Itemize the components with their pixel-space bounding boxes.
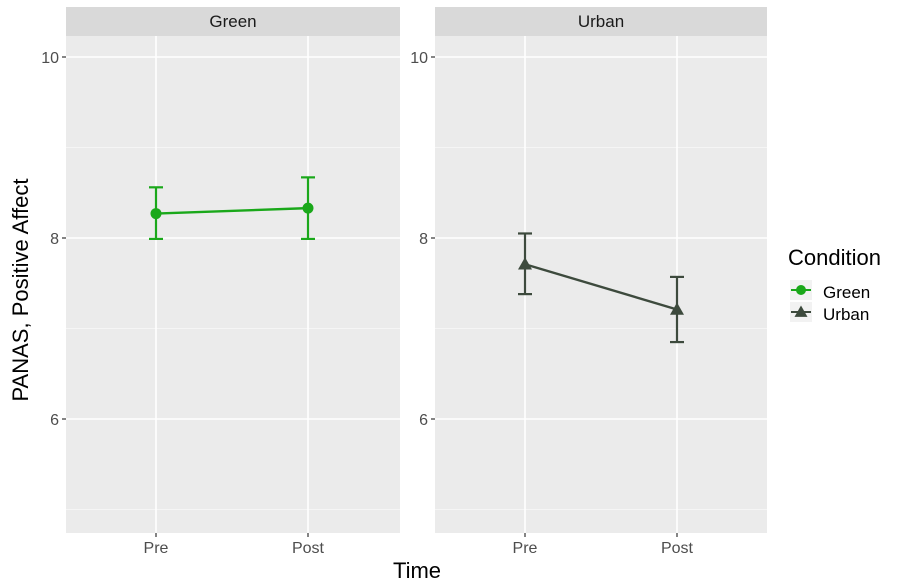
legend: Condition Green Urban — [788, 245, 881, 324]
x-tick-label: Post — [292, 540, 325, 557]
strip-urban-background — [435, 7, 767, 36]
legend-key-urban — [790, 302, 812, 322]
plot-area-urban — [435, 36, 767, 533]
y-tick-label: 8 — [50, 231, 59, 248]
x-tick-label: Post — [661, 540, 694, 557]
panel-urban: Urban — [435, 7, 767, 533]
y-axis-ticks: 6 8 10 6 8 10 — [41, 50, 435, 429]
x-tick-label: Pre — [144, 540, 169, 557]
y-tick-label: 10 — [41, 50, 59, 67]
y-tick-label: 10 — [410, 50, 428, 67]
legend-label-urban: Urban — [823, 305, 869, 324]
strip-green-background — [66, 7, 400, 36]
strip-label-green: Green — [209, 12, 256, 31]
data-point — [518, 257, 532, 270]
plot-area-green — [66, 36, 400, 533]
legend-keys — [790, 280, 812, 322]
y-tick-label: 6 — [50, 412, 59, 429]
legend-title: Condition — [788, 245, 881, 270]
marks-green — [149, 176, 315, 241]
data-point — [670, 302, 684, 315]
x-tick-label: Pre — [513, 540, 538, 557]
data-point — [302, 202, 314, 214]
legend-key-green — [790, 280, 812, 300]
grid-urban — [435, 36, 767, 533]
grid-green — [66, 36, 400, 533]
legend-label-green: Green — [823, 283, 870, 302]
strip-label-urban: Urban — [578, 12, 624, 31]
data-point — [150, 208, 162, 220]
panel-green: Green — [66, 7, 400, 533]
series-line — [524, 263, 678, 311]
series-line — [155, 206, 309, 215]
x-axis-title: Time — [393, 558, 441, 583]
y-axis-title: PANAS, Positive Affect — [8, 179, 33, 402]
x-axis-ticks: Pre Post Pre Post — [144, 533, 694, 557]
y-tick-label: 6 — [419, 412, 428, 429]
marks-urban — [518, 232, 684, 344]
y-tick-label: 8 — [419, 231, 428, 248]
